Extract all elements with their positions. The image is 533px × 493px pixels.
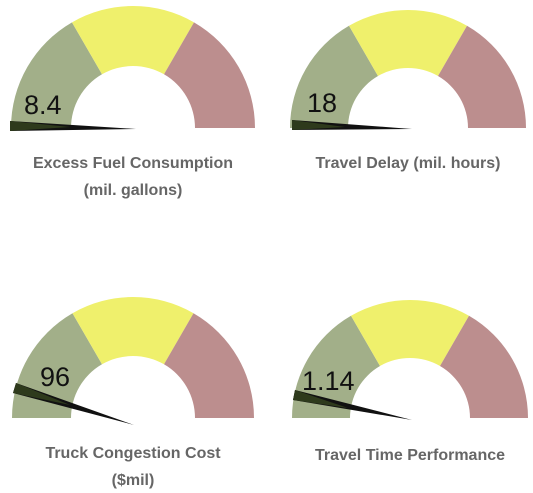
needle-base [13,383,70,405]
gauge-value: 18 [307,88,337,118]
needle-base [292,120,345,130]
gauge: 96 Truck Congestion Cost ($mil) [12,297,254,489]
gauge-value: 96 [40,362,70,392]
gauge-value: 1.14 [302,366,355,396]
gauge-band [164,22,255,128]
needle-base [10,121,70,131]
gauge: 1.14 Travel Time Performance [292,300,528,464]
needle-base [293,390,348,408]
gauge-band [351,300,469,367]
gauge-title: Travel Time Performance [315,447,505,464]
gauge-band [11,22,102,128]
gauge-band [438,25,526,128]
gauge-band [440,315,528,418]
gauge-title: (mil. gallons) [84,182,183,199]
needle [13,383,134,425]
gauge-band [72,297,194,365]
gauge-title: Travel Delay (mil. hours) [316,155,501,172]
needle [293,390,412,420]
gauge: 8.4 Excess Fuel Consumption (mil. gallons) [10,5,255,199]
gauge-band [292,315,380,418]
gauge-band [72,5,194,75]
gauge-band [290,25,378,128]
gauge-title: Truck Congestion Cost [45,445,221,462]
gauge-band [164,313,254,418]
gauge: 18 Travel Delay (mil. hours) [290,9,526,172]
gauge-title: ($mil) [112,472,155,489]
gauge-band [349,9,467,77]
gauge-value: 8.4 [24,90,62,120]
gauge-title: Excess Fuel Consumption [33,155,233,172]
